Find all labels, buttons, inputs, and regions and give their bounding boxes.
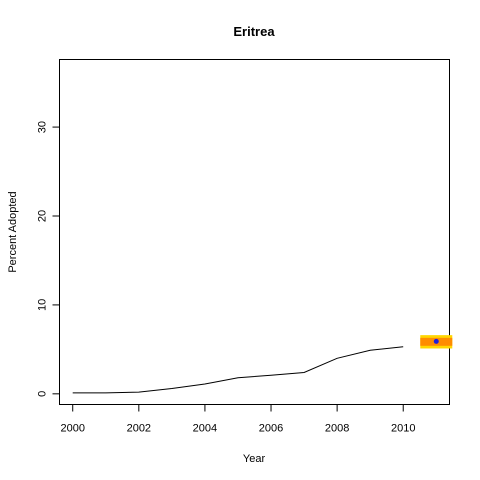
x-tick-label: 2006 bbox=[259, 423, 283, 435]
x-tick-label: 2010 bbox=[391, 423, 415, 435]
series-line bbox=[72, 346, 404, 394]
chart-title: Eritrea bbox=[233, 24, 275, 39]
plot-marks bbox=[72, 335, 453, 394]
x-tick-label: 2004 bbox=[193, 423, 217, 435]
y-axis-label: Percent Adopted bbox=[7, 191, 19, 272]
x-tick-label: 2002 bbox=[127, 423, 151, 435]
y-axis: 0 10 20 30 bbox=[37, 121, 60, 397]
x-axis-label: Year bbox=[243, 453, 266, 465]
x-tick-label: 2000 bbox=[60, 423, 84, 435]
y-tick-label: 0 bbox=[37, 391, 49, 397]
x-axis: 2000 2002 2004 2006 2008 2010 bbox=[60, 404, 415, 435]
y-tick-label: 30 bbox=[37, 121, 49, 133]
x-tick-label: 2008 bbox=[325, 423, 349, 435]
y-tick-label: 20 bbox=[37, 210, 49, 222]
plot-frame bbox=[59, 59, 450, 405]
projection-point bbox=[433, 338, 439, 344]
y-tick-label: 10 bbox=[37, 299, 49, 311]
